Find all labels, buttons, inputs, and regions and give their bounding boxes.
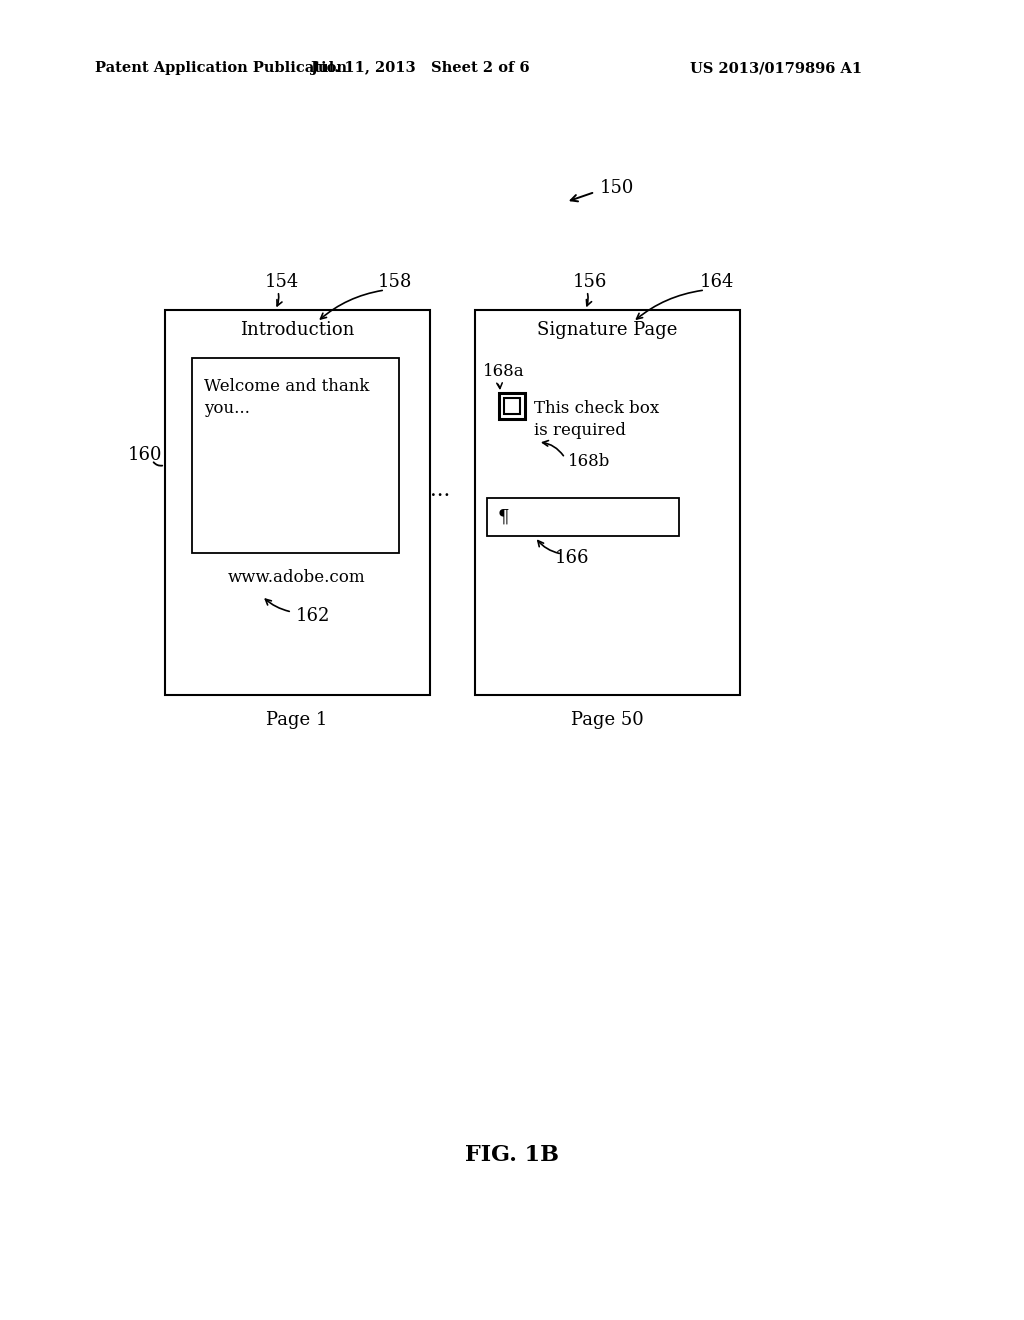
- Text: Jul. 11, 2013   Sheet 2 of 6: Jul. 11, 2013 Sheet 2 of 6: [310, 61, 529, 75]
- Bar: [504, 399, 520, 414]
- Text: 168a: 168a: [483, 363, 524, 380]
- Text: 166: 166: [555, 549, 589, 568]
- Text: US 2013/0179896 A1: US 2013/0179896 A1: [690, 61, 862, 75]
- Bar: [193, 358, 399, 553]
- Text: FIG. 1B: FIG. 1B: [465, 1144, 559, 1166]
- Text: Page 50: Page 50: [570, 711, 643, 729]
- Text: Page 1: Page 1: [266, 711, 328, 729]
- Text: Welcome and thank
you...: Welcome and thank you...: [204, 378, 370, 417]
- Text: 156: 156: [572, 273, 607, 290]
- Text: This check box
is required: This check box is required: [534, 400, 659, 440]
- Text: ...: ...: [430, 480, 451, 499]
- Text: ¶: ¶: [498, 510, 510, 527]
- Text: 154: 154: [265, 273, 299, 290]
- Text: www.adobe.com: www.adobe.com: [228, 569, 366, 586]
- Text: Introduction: Introduction: [240, 321, 354, 339]
- Text: 164: 164: [700, 273, 734, 290]
- Text: 162: 162: [296, 607, 331, 624]
- Text: 168b: 168b: [568, 454, 610, 470]
- Text: Patent Application Publication: Patent Application Publication: [95, 61, 347, 75]
- Text: 150: 150: [600, 180, 635, 197]
- Bar: [487, 498, 679, 536]
- Text: Signature Page: Signature Page: [537, 321, 677, 339]
- Bar: [499, 393, 525, 418]
- Bar: [165, 310, 430, 696]
- Text: 160: 160: [128, 446, 163, 465]
- Bar: [475, 310, 740, 696]
- Text: 158: 158: [378, 273, 413, 290]
